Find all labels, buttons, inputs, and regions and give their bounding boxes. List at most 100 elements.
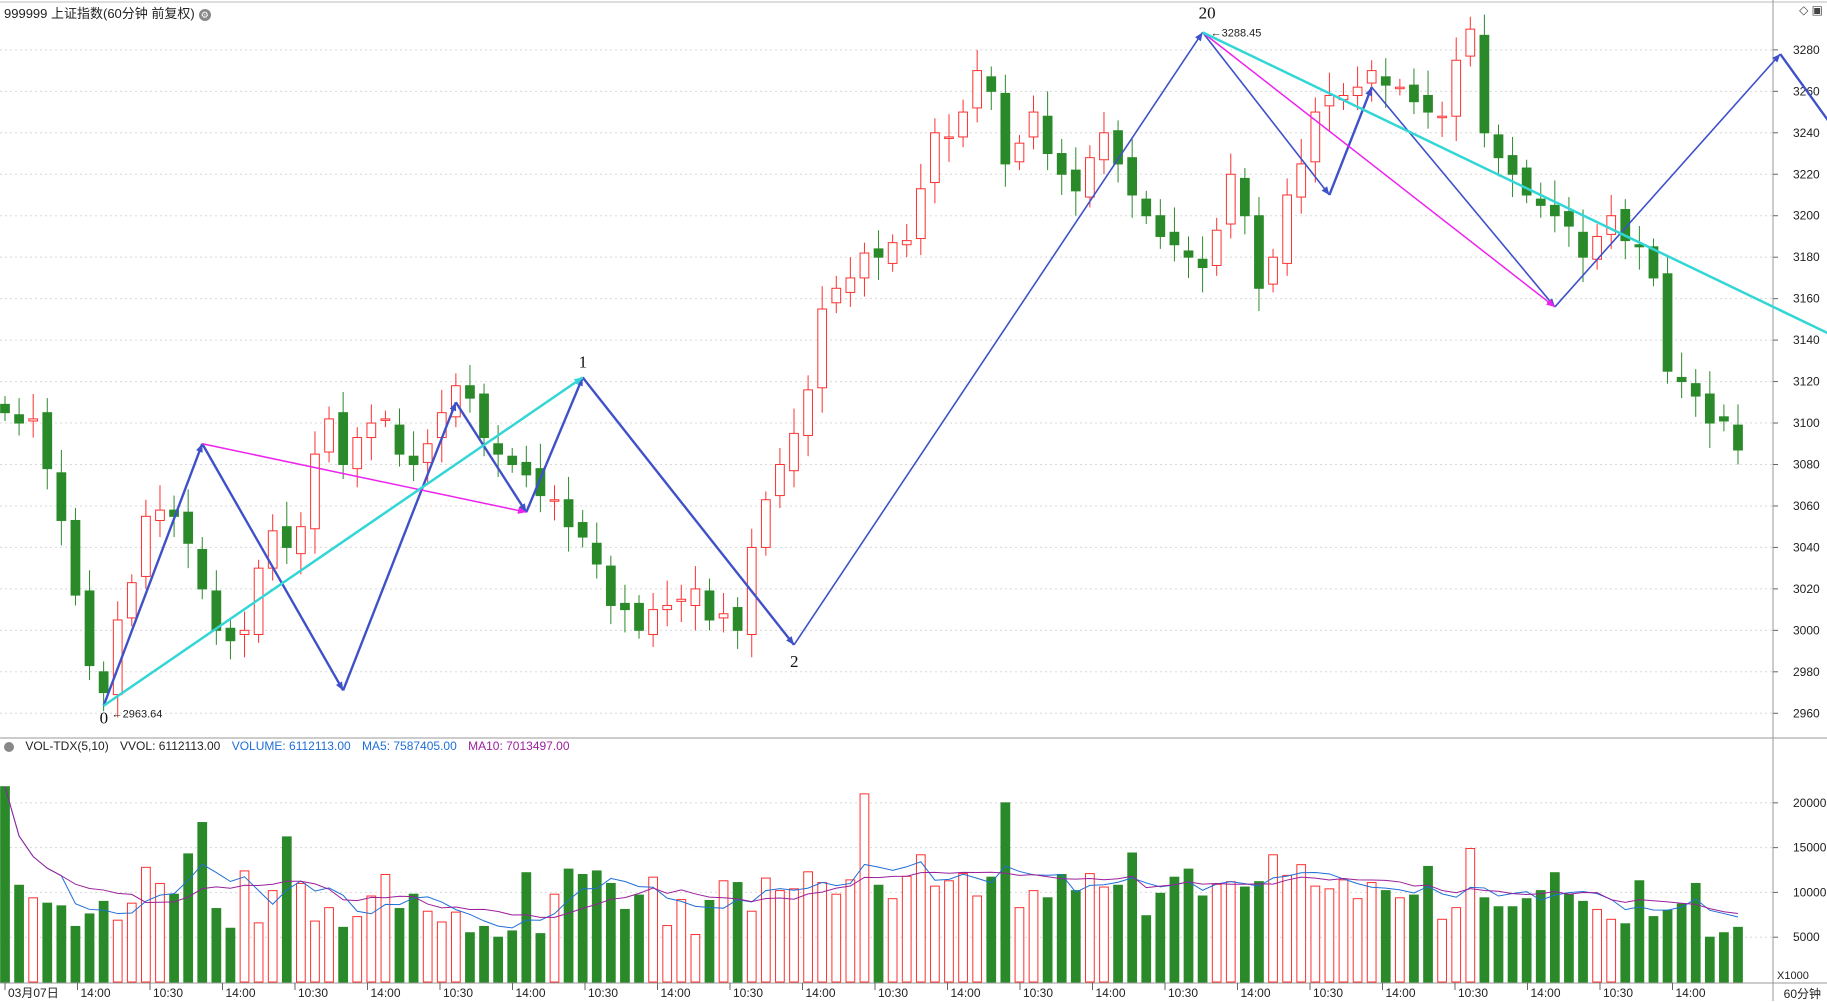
volume-ma10-line <box>4 786 1739 918</box>
candle-body <box>352 437 363 470</box>
time-tick-label: 10:30 <box>443 986 473 1000</box>
volume-tick-label: 20000 <box>1793 796 1827 810</box>
time-tick-label: 14:00 <box>226 986 256 1000</box>
volume-bar <box>239 870 250 983</box>
period-label[interactable]: 60分钟 <box>1783 987 1821 1001</box>
candle-body <box>84 590 95 667</box>
candle-body <box>1324 94 1335 107</box>
candle-body <box>1352 86 1363 96</box>
extreme-price-label: ←2963.64 <box>112 709 163 721</box>
candle-body <box>944 136 954 139</box>
wave-segment-head <box>196 443 203 453</box>
candle-body <box>1310 111 1321 163</box>
volume-bar <box>1676 903 1687 983</box>
time-tick-label: 03月07日 <box>8 986 59 1000</box>
diamond-icon[interactable]: ◇ <box>1799 3 1809 17</box>
candle-body <box>1380 76 1391 86</box>
volume-bar <box>479 925 489 983</box>
candle-body <box>155 509 165 521</box>
time-tick-label: 14:00 <box>806 986 836 1000</box>
wave-segment-head <box>1321 186 1330 195</box>
candle-body <box>718 613 729 619</box>
volume-bar <box>408 893 419 983</box>
panel-icon[interactable]: ▣ <box>1811 3 1823 17</box>
volume-bar <box>972 895 983 983</box>
volume-bar <box>422 910 433 983</box>
price-tick-label: 3220 <box>1793 167 1820 181</box>
volume-bar <box>1564 893 1574 983</box>
volume-bar <box>436 921 447 983</box>
candle-body <box>831 287 842 304</box>
candle-body <box>1366 70 1377 84</box>
volume-bar <box>338 926 349 983</box>
volume-bar <box>197 822 208 983</box>
candle-body <box>324 418 334 453</box>
volume-bar <box>366 895 377 983</box>
volume-bar <box>1719 932 1729 983</box>
candle-body <box>1535 198 1546 206</box>
candle-body <box>239 629 250 635</box>
candle-body <box>1254 215 1264 289</box>
candle-body <box>422 443 433 463</box>
price-tick-label: 3020 <box>1793 582 1820 596</box>
volume-ma5-line <box>4 786 1739 929</box>
candle-body <box>549 499 560 502</box>
candle-body <box>1493 134 1504 159</box>
volume-bar <box>1423 865 1433 983</box>
volume-bar <box>1366 882 1377 983</box>
volume-bar <box>1141 915 1152 983</box>
volume-settings-icon[interactable] <box>4 741 14 752</box>
wave-segment <box>102 443 204 707</box>
volume-bar <box>1296 864 1307 983</box>
volume-bar <box>1648 916 1659 983</box>
volume-bar <box>1409 894 1419 983</box>
volume-bar <box>1465 848 1476 983</box>
candle-body <box>1451 59 1462 117</box>
candle-body <box>859 252 870 279</box>
candle-body <box>605 565 616 606</box>
candle-body <box>662 604 673 611</box>
volume-bar <box>1028 890 1039 983</box>
volume-bar <box>760 877 771 983</box>
candle-body <box>1225 173 1236 225</box>
wave-segment-head <box>786 636 795 645</box>
price-tick-label: 3240 <box>1793 126 1820 140</box>
volume-bar <box>930 885 940 983</box>
candle-body <box>845 277 856 293</box>
volume-bar <box>253 922 264 983</box>
volume-bar <box>1310 885 1321 983</box>
time-tick-label: 10:30 <box>733 986 763 1000</box>
candle-body <box>380 418 391 421</box>
volume-bar <box>775 890 785 983</box>
time-tick-label: 10:30 <box>1168 986 1198 1000</box>
volume-bar <box>1211 883 1222 983</box>
wave-segment <box>454 401 528 513</box>
volume-bar <box>1127 852 1138 983</box>
candle-body <box>1648 246 1659 279</box>
candle-body <box>1507 155 1518 175</box>
volume-bar <box>873 884 884 983</box>
volume-bar <box>0 786 10 983</box>
volume-bar <box>1183 868 1194 983</box>
time-tick-label: 14:00 <box>371 986 401 1000</box>
candle-body <box>760 499 771 548</box>
volume-bar <box>1268 854 1278 983</box>
volume-bar <box>549 893 560 983</box>
price-tick-label: 3200 <box>1793 209 1820 223</box>
price-tick-label: 3000 <box>1793 623 1820 637</box>
volume-bar <box>1282 874 1293 983</box>
candle-body <box>225 627 236 642</box>
candle-body <box>1014 142 1025 163</box>
volume-bar <box>1620 923 1631 983</box>
price-tick-label: 3180 <box>1793 250 1820 264</box>
wave-segment-head <box>518 503 527 513</box>
wave-label: 2 <box>790 652 799 671</box>
candle-body <box>591 542 602 565</box>
time-tick-label: 14:00 <box>1096 986 1126 1000</box>
candle-body <box>817 308 828 389</box>
volume-bar <box>1451 907 1462 983</box>
candle-body <box>465 385 475 399</box>
price-tick-label: 3120 <box>1793 375 1820 389</box>
settings-icon[interactable]: ⚙ <box>198 8 211 21</box>
